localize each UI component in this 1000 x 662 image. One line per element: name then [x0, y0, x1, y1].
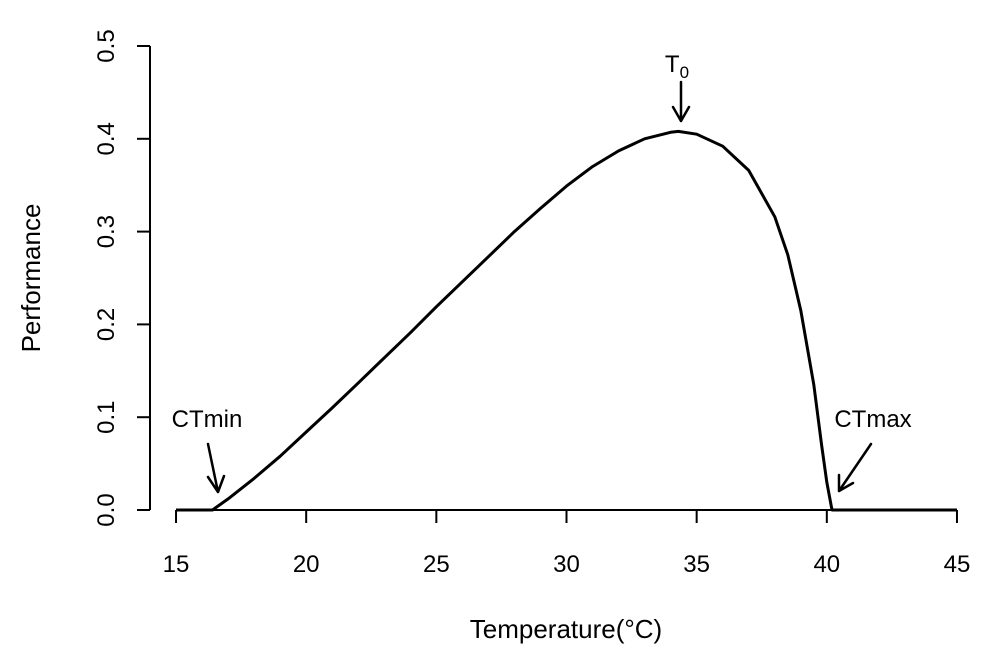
ctmin-arrow	[206, 442, 226, 494]
ctmin-label: CTmin	[172, 406, 243, 433]
t0-label-subscript: 0	[680, 63, 689, 82]
y-tick-label: 0.4	[93, 122, 120, 155]
x-tick-label: 25	[423, 551, 450, 578]
x-tick-label: 40	[813, 551, 840, 578]
x-axis: 15 20 25 30 35 40 45	[163, 509, 971, 578]
ctmax-annotation: CTmax	[834, 406, 912, 493]
y-tick-label: 0.5	[93, 29, 120, 62]
ctmax-arrow	[837, 442, 873, 493]
ctmax-label: CTmax	[834, 406, 911, 433]
y-tick-label: 0.3	[93, 215, 120, 248]
y-axis-title: Performance	[16, 204, 46, 353]
x-tick-label: 45	[944, 551, 971, 578]
t0-annotation: T0	[665, 51, 691, 123]
x-tick-label: 35	[683, 551, 710, 578]
x-tick-label: 20	[293, 551, 320, 578]
t0-label-main: T	[665, 51, 680, 78]
t0-arrow	[671, 80, 691, 123]
y-axis: 0.0 0.1 0.2 0.3 0.4 0.5	[93, 29, 151, 527]
ctmin-annotation: CTmin	[172, 406, 243, 494]
x-tick-label: 15	[163, 551, 190, 578]
y-tick-label: 0.1	[93, 401, 120, 434]
y-tick-label: 0.0	[93, 493, 120, 526]
x-tick-label: 30	[553, 551, 580, 578]
performance-curve	[176, 129, 957, 512]
t0-label: T0	[665, 51, 689, 82]
x-axis-title: Temperature(°C)	[470, 614, 662, 644]
y-tick-label: 0.2	[93, 308, 120, 341]
